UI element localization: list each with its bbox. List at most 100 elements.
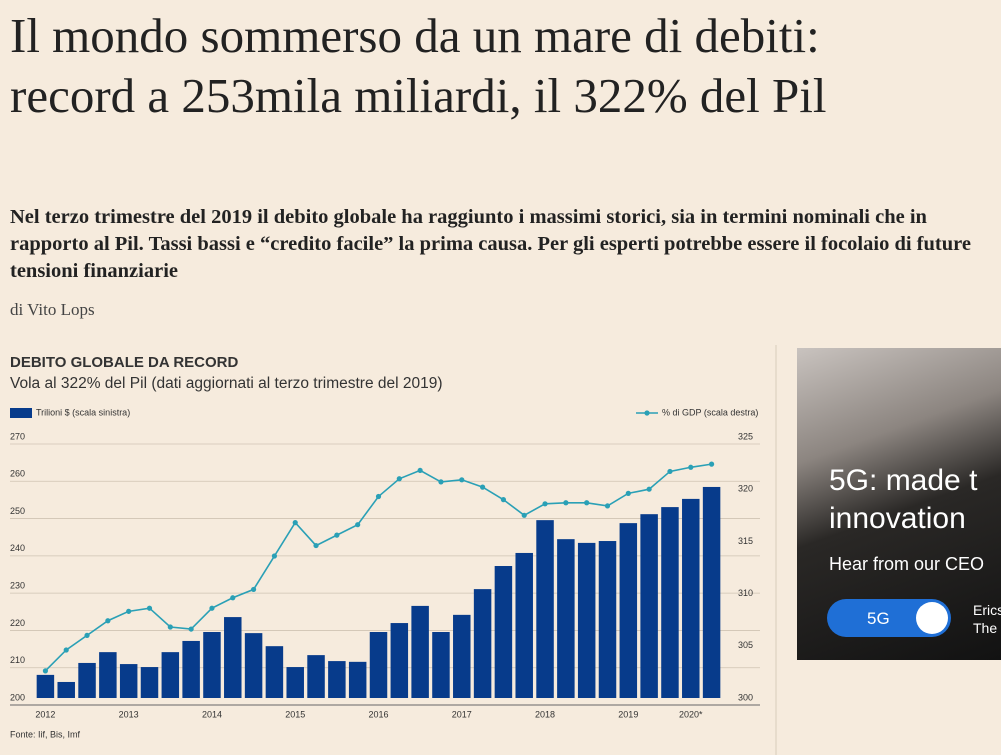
line-point	[188, 626, 194, 632]
bar	[348, 661, 367, 698]
bar	[369, 632, 388, 698]
line-point	[708, 461, 715, 467]
bar	[140, 667, 159, 698]
bar	[557, 539, 575, 698]
legend-swatch	[644, 410, 650, 416]
bar	[577, 542, 596, 698]
bar	[99, 652, 117, 698]
bar	[328, 661, 346, 698]
article-title: Il mondo sommerso da un mare di debiti: …	[10, 8, 827, 123]
bar	[78, 662, 96, 698]
y-tick-label: 210	[10, 655, 25, 665]
y2-tick-label: 310	[738, 588, 753, 598]
bar	[536, 520, 554, 698]
x-tick-label: 2019	[618, 709, 638, 719]
bar	[598, 541, 617, 698]
bar	[224, 617, 242, 698]
line-point	[688, 464, 694, 470]
chart-subtitle: Vola al 322% del Pil (dati aggiornati al…	[10, 375, 443, 392]
line-point	[230, 595, 236, 601]
line-point	[355, 522, 361, 528]
bar	[494, 566, 513, 698]
bar	[432, 632, 450, 698]
ad-toggle[interactable]: 5G	[827, 599, 951, 637]
legend-label: % di GDP (scala destra)	[662, 407, 758, 417]
x-tick-label: 2013	[119, 709, 139, 719]
bar	[161, 652, 180, 698]
article-subtitle: Nel terzo trimestre del 2019 il debito g…	[10, 206, 971, 282]
x-tick-label: 2017	[452, 709, 472, 719]
line-point	[500, 497, 507, 503]
y-tick-label: 270	[10, 431, 25, 441]
x-tick-label: 2016	[368, 709, 388, 719]
line-point	[250, 586, 257, 593]
line-point	[105, 618, 111, 624]
chart: DEBITO GLOBALE DA RECORD Vola al 322% de…	[10, 345, 777, 755]
line-point	[271, 553, 278, 559]
bar	[453, 614, 471, 698]
y2-tick-label: 315	[738, 536, 753, 546]
bar	[473, 589, 492, 698]
bar	[411, 605, 429, 698]
y-tick-label: 250	[10, 506, 25, 516]
bar	[619, 523, 638, 698]
y-tick-label: 230	[10, 581, 25, 591]
line-point	[313, 542, 319, 549]
ad-headline: innovation	[829, 502, 966, 535]
line-point	[63, 647, 69, 653]
line-point	[396, 476, 402, 482]
line-point	[459, 477, 465, 483]
line-point	[292, 520, 298, 526]
bar	[36, 674, 55, 698]
bar	[682, 498, 700, 698]
bar	[640, 514, 658, 698]
ad-text: Hear from our CEO	[829, 554, 985, 574]
line-point	[84, 632, 90, 638]
y2-tick-label: 325	[738, 431, 753, 441]
bar	[390, 623, 409, 698]
bar	[203, 632, 221, 698]
legend-label: Trilioni $ (scala sinistra)	[36, 407, 130, 417]
ad-brand: The	[973, 620, 998, 636]
line-point	[667, 468, 673, 475]
line-point	[375, 493, 382, 500]
ad-brand: Erics	[973, 602, 1001, 618]
line-point	[563, 500, 569, 506]
x-tick-label: 2015	[285, 709, 305, 719]
y-tick-label: 260	[10, 469, 25, 479]
byline: di Vito Lops	[10, 300, 95, 319]
y2-tick-label: 320	[738, 484, 753, 494]
bar	[57, 681, 75, 698]
line-point	[646, 486, 652, 492]
bar	[119, 664, 138, 698]
line-point	[209, 605, 215, 611]
bar	[307, 655, 325, 698]
y-tick-label: 200	[10, 692, 25, 702]
legend-swatch	[10, 408, 32, 418]
line-point	[146, 605, 153, 611]
y2-tick-label: 305	[738, 640, 753, 650]
line-point	[604, 503, 611, 509]
line-point	[42, 668, 49, 674]
line-point	[438, 479, 444, 485]
line-point	[167, 624, 173, 630]
bar	[286, 667, 304, 698]
bar	[702, 486, 721, 698]
bar	[661, 507, 679, 698]
x-tick-label: 2012	[35, 709, 55, 719]
line-point	[542, 501, 548, 507]
toggle-knob	[916, 602, 948, 634]
line-point	[625, 490, 631, 496]
chart-source: Fonte: Iif, Bis, Imf	[10, 729, 81, 739]
y-tick-label: 240	[10, 543, 25, 553]
line-point	[334, 532, 340, 538]
bar	[244, 633, 263, 698]
line-point	[417, 467, 423, 474]
advertisement[interactable]: 5G: made t innovation Hear from our CEO …	[797, 348, 1001, 660]
line-point	[126, 608, 132, 614]
x-tick-label: 2020*	[679, 709, 703, 719]
bar	[515, 552, 533, 698]
toggle-label: 5G	[867, 609, 890, 628]
line-point	[584, 500, 590, 506]
